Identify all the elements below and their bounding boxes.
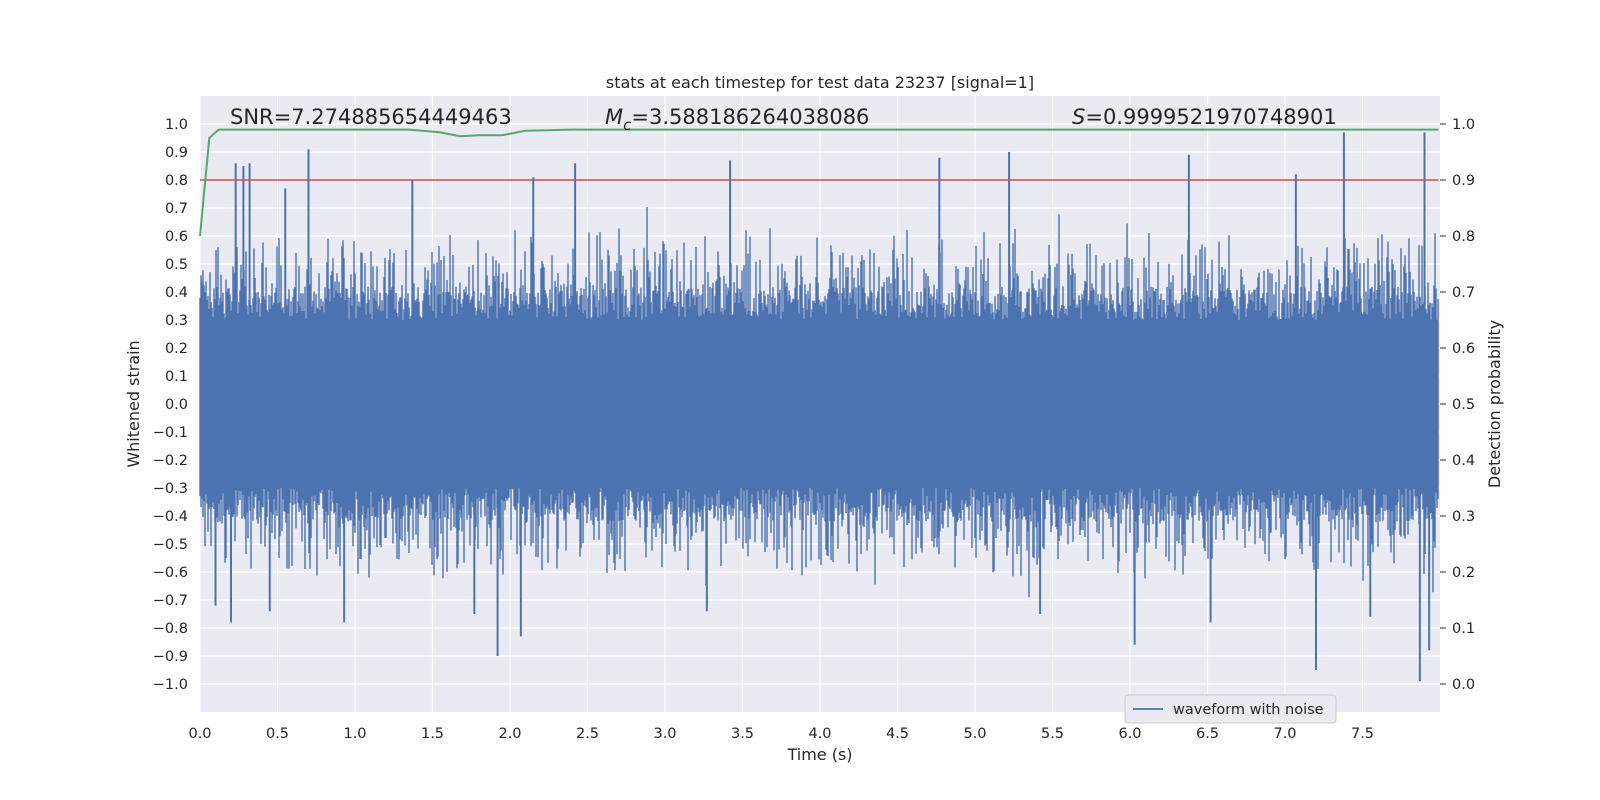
y2-tick-label: 0.3	[1452, 509, 1475, 525]
spin-symbol: S	[1072, 105, 1085, 129]
y-tick-label: 1.0	[165, 117, 188, 133]
y2-tick-label: 0.5	[1452, 397, 1475, 413]
y-axis-ticks: 1.0 0.9 0.8 0.7 0.6 0.5 0.4 0.3 0.2 0.1 0.0 −0.1 −0.…	[153, 117, 188, 693]
overlay-series	[199, 128, 1439, 237]
x-axis-label: Time (s)	[786, 745, 852, 764]
y2-tick-label: 0.8	[1452, 229, 1475, 245]
y2-tick-label: 0.7	[1452, 285, 1475, 301]
legend-box	[1124, 694, 1337, 724]
x-tick-label: 4.0	[808, 726, 831, 742]
y2-tick-label: 1.0	[1452, 117, 1475, 133]
spin-value: =0.9999521970748901	[1085, 105, 1336, 129]
x-tick-label: 0.0	[188, 726, 211, 742]
legend-label: waveform with noise	[1173, 702, 1324, 718]
y2-tick-label: 0.1	[1452, 621, 1475, 637]
y-tick-label: −0.7	[153, 593, 188, 609]
spin-annotation: S=0.9999521970748901	[1072, 105, 1337, 129]
y-tick-label: −0.8	[153, 621, 188, 637]
x-tick-label: 7.5	[1351, 726, 1374, 742]
x-tick-label: 0.5	[266, 726, 289, 742]
x-tick-label: 5.0	[963, 726, 986, 742]
y-tick-label: −0.6	[153, 565, 188, 581]
y-tick-label: 0.1	[165, 369, 188, 385]
y-tick-label: 0.2	[165, 341, 188, 357]
x-tick-label: 2.5	[576, 726, 599, 742]
y-tick-label: 0.0	[165, 397, 188, 413]
y-tick-label: 0.9	[165, 145, 188, 161]
chirp-mass-symbol: M	[605, 105, 623, 129]
x-tick-label: 5.5	[1041, 726, 1064, 742]
y-tick-label: −0.9	[153, 649, 188, 665]
x-tick-label: 4.5	[886, 726, 909, 742]
legend: waveform with noise	[1124, 694, 1337, 724]
waveform-core	[200, 320, 1439, 488]
y2-axis-ticks: 1.0 0.9 0.8 0.7 0.6 0.5 0.4 0.3 0.2 0.1 0.0	[1440, 117, 1475, 693]
y-tick-label: 0.7	[165, 201, 188, 217]
y-tick-label: 0.6	[165, 229, 188, 245]
y-tick-label: 0.5	[165, 257, 188, 273]
strain-series	[199, 132, 1439, 682]
y-tick-label: −0.5	[153, 537, 188, 553]
snr-annotation: SNR=7.274885654449463	[230, 105, 512, 129]
y2-tick-label: 0.4	[1452, 453, 1475, 469]
x-tick-label: 2.0	[498, 726, 521, 742]
y-tick-label: 0.8	[165, 173, 188, 189]
x-tick-label: 7.0	[1273, 726, 1296, 742]
y2-axis-label: Detection probability	[1485, 320, 1504, 488]
y-tick-label: −0.3	[153, 481, 188, 497]
y-tick-label: −0.4	[153, 509, 188, 525]
x-axis-ticks: 0.0 0.5 1.0 1.5 2.0 2.5 3.0 3.5 4.0 4.5 5.0 5.5 6.0 6…	[188, 726, 1374, 742]
detection-probability-line	[199, 128, 1439, 237]
x-tick-label: 6.0	[1118, 726, 1141, 742]
x-tick-label: 1.5	[421, 726, 444, 742]
chirp-mass-value: =3.588186264038086	[631, 105, 869, 129]
chirp-mass-annotation: Mc=3.588186264038086	[605, 105, 869, 134]
y2-tick-label: 0.2	[1452, 565, 1475, 581]
y-tick-label: −0.1	[153, 425, 188, 441]
y2-tick-label: 0.9	[1452, 173, 1475, 189]
chirp-mass-subscript: c	[623, 116, 632, 134]
y-tick-label: −0.2	[153, 453, 188, 469]
x-tick-label: 1.0	[343, 726, 366, 742]
x-tick-label: 3.0	[653, 726, 676, 742]
y2-tick-label: 0.0	[1452, 677, 1475, 693]
chart-title: stats at each timestep for test data 232…	[606, 73, 1034, 92]
x-tick-label: 6.5	[1196, 726, 1219, 742]
x-tick-label: 3.5	[731, 726, 754, 742]
y-tick-label: −1.0	[153, 677, 188, 693]
y2-tick-label: 0.6	[1452, 341, 1475, 357]
y-tick-label: 0.3	[165, 313, 188, 329]
y-axis-label: Whitened strain	[124, 340, 143, 467]
y-tick-label: 0.4	[165, 285, 188, 301]
